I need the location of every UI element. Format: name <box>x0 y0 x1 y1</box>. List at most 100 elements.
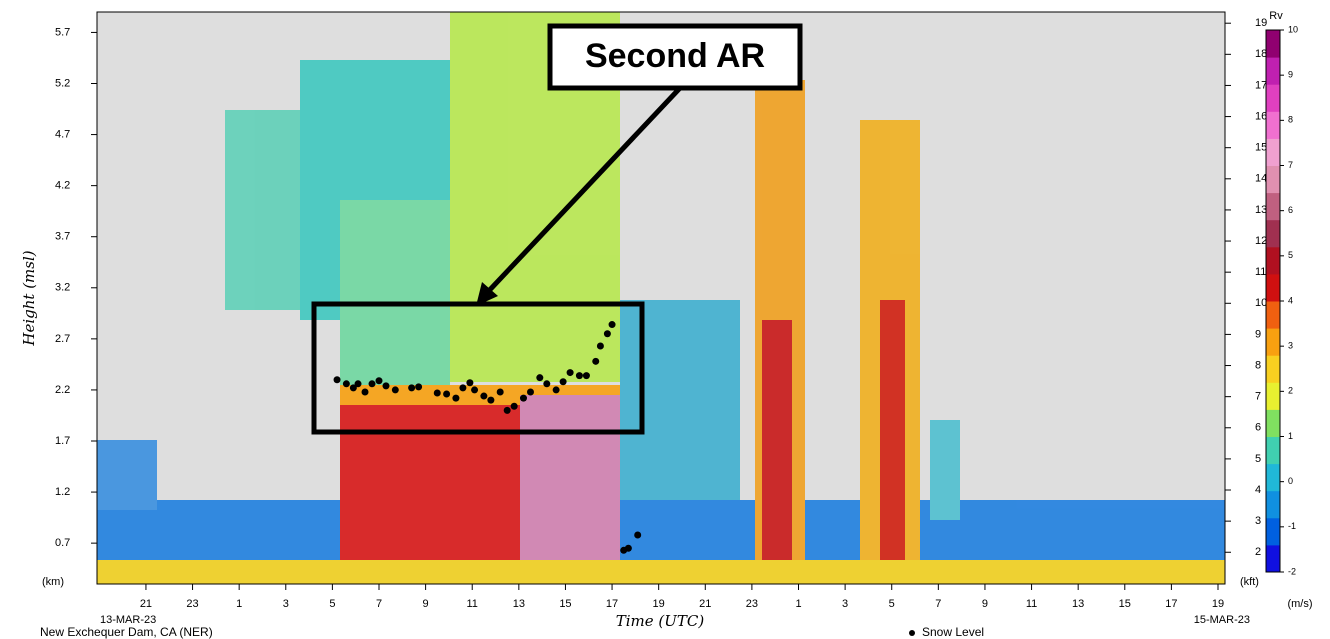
snow-level-point <box>566 369 574 377</box>
y-tick-label: 2.2 <box>55 384 70 396</box>
colorbar-tick-label: -2 <box>1288 566 1296 576</box>
x-tick-label: 3 <box>283 598 289 610</box>
colorbar-tick-label: 0 <box>1288 476 1293 486</box>
x-tick-label: 15 <box>1119 598 1131 610</box>
colorbar-swatch <box>1266 219 1280 248</box>
snow-level-point <box>510 402 518 410</box>
snow-level-point <box>342 380 350 388</box>
snow-level-point <box>634 531 642 539</box>
y-tick-label: 4.2 <box>55 180 70 192</box>
snow-level-point <box>559 378 567 386</box>
x-tick-label: 1 <box>795 598 801 610</box>
snow-level-point <box>519 394 527 402</box>
x-tick-label: 19 <box>653 598 665 610</box>
x-tick-label: 5 <box>329 598 335 610</box>
colorbar-swatch <box>1266 544 1280 573</box>
y2-tick-label: 17 <box>1255 79 1267 91</box>
y2-tick-label: 6 <box>1255 422 1261 434</box>
y2-tick-label: 3 <box>1255 515 1261 527</box>
colorbar-swatch <box>1266 409 1280 437</box>
y-tick-label: 1.2 <box>55 486 70 498</box>
x-tick-label: 11 <box>1026 598 1037 610</box>
snow-level-point <box>459 384 467 392</box>
x-tick-label: 23 <box>746 598 758 610</box>
colorbar-label: Rv <box>1269 10 1283 22</box>
y2-tick-label: 10 <box>1255 297 1267 309</box>
legend-label: Snow Level <box>922 625 984 639</box>
x-tick-label: 7 <box>376 598 382 610</box>
x-tick-label: 13 <box>1072 598 1084 610</box>
colorbar-tick-label: 6 <box>1288 205 1293 215</box>
x-tick-label: 19 <box>1212 598 1224 610</box>
y2-tick-label: 19 <box>1255 17 1267 29</box>
snow-level-point <box>471 386 479 394</box>
y-axis-title: Height (msl) <box>20 250 38 346</box>
y2-tick-label: 5 <box>1255 453 1261 465</box>
snow-level-point <box>624 544 632 552</box>
station: New Exchequer Dam, CA (NER) <box>40 625 213 639</box>
x-tick-label: 21 <box>140 598 152 610</box>
snow-level-point <box>536 374 544 382</box>
snow-level-point <box>503 406 511 414</box>
snow-level-point <box>375 377 383 385</box>
colorbar-swatch <box>1266 57 1280 85</box>
annotation-box <box>547 23 803 91</box>
y2-unit: (kft) <box>1240 576 1259 588</box>
colorbar-tick-label: -1 <box>1288 521 1296 531</box>
colorbar-tick-label: 7 <box>1288 160 1293 170</box>
start-date: 13-MAR-23 <box>100 614 156 626</box>
x-tick-label: 1 <box>236 598 242 610</box>
snow-level-point <box>433 389 441 397</box>
x-tick-label: 17 <box>1165 598 1177 610</box>
snow-level-point <box>596 342 604 350</box>
snow-level-point <box>608 321 616 329</box>
x-tick-label: 15 <box>559 598 571 610</box>
snow-level-point <box>480 392 488 400</box>
snow-level-point <box>487 396 495 404</box>
y2-tick-label: 16 <box>1255 110 1267 122</box>
x-tick-label: 23 <box>186 598 198 610</box>
snow-level-point <box>368 380 376 388</box>
y2-tick-label: 11 <box>1255 266 1266 278</box>
snow-level-point <box>354 380 362 388</box>
legend-marker <box>909 630 915 636</box>
snow-level-point <box>452 394 460 402</box>
colorbar-swatch <box>1266 30 1280 58</box>
colorbar-tick-label: 1 <box>1288 431 1293 441</box>
y-tick-label: 0.7 <box>55 537 70 549</box>
snow-level-point <box>603 330 611 338</box>
x-tick-label: 7 <box>935 598 941 610</box>
x-axis-title: Time (UTC) <box>616 612 705 630</box>
snow-level-point <box>582 372 590 380</box>
snow-level-point <box>415 383 423 391</box>
x-tick-label: 13 <box>513 598 525 610</box>
colorbar-swatch <box>1266 273 1280 302</box>
snow-level-point <box>592 357 600 365</box>
y-tick-label: 4.7 <box>55 128 70 140</box>
y2-tick-label: 13 <box>1255 204 1267 216</box>
colorbar-swatch <box>1266 138 1280 166</box>
colorbar-tick-label: 10 <box>1288 24 1298 34</box>
y2-tick-label: 18 <box>1255 48 1267 60</box>
colorbar-tick-label: 8 <box>1288 115 1293 125</box>
y-tick-label: 1.7 <box>55 435 70 447</box>
snow-level-point <box>349 384 357 392</box>
y-unit: (km) <box>42 576 64 588</box>
snow-level-point <box>443 390 451 398</box>
colorbar-tick-label: 3 <box>1288 341 1293 351</box>
colorbar-unit: (m/s) <box>1287 598 1312 610</box>
colorbar-swatch <box>1266 246 1280 275</box>
y-tick-label: 3.2 <box>55 282 70 294</box>
radar-field <box>97 12 1225 584</box>
snow-level-point <box>552 386 560 394</box>
colorbar-swatch <box>1266 490 1280 519</box>
x-tick-label: 3 <box>842 598 848 610</box>
snow-level-point <box>526 388 534 396</box>
y2-tick-label: 4 <box>1255 484 1261 496</box>
colorbar-swatch <box>1266 517 1280 546</box>
annotation-arrow <box>482 86 682 298</box>
y2-tick-label: 8 <box>1255 359 1261 371</box>
y2-tick-label: 9 <box>1255 328 1261 340</box>
colorbar-swatch <box>1266 84 1280 112</box>
colorbar-swatch <box>1266 111 1280 139</box>
